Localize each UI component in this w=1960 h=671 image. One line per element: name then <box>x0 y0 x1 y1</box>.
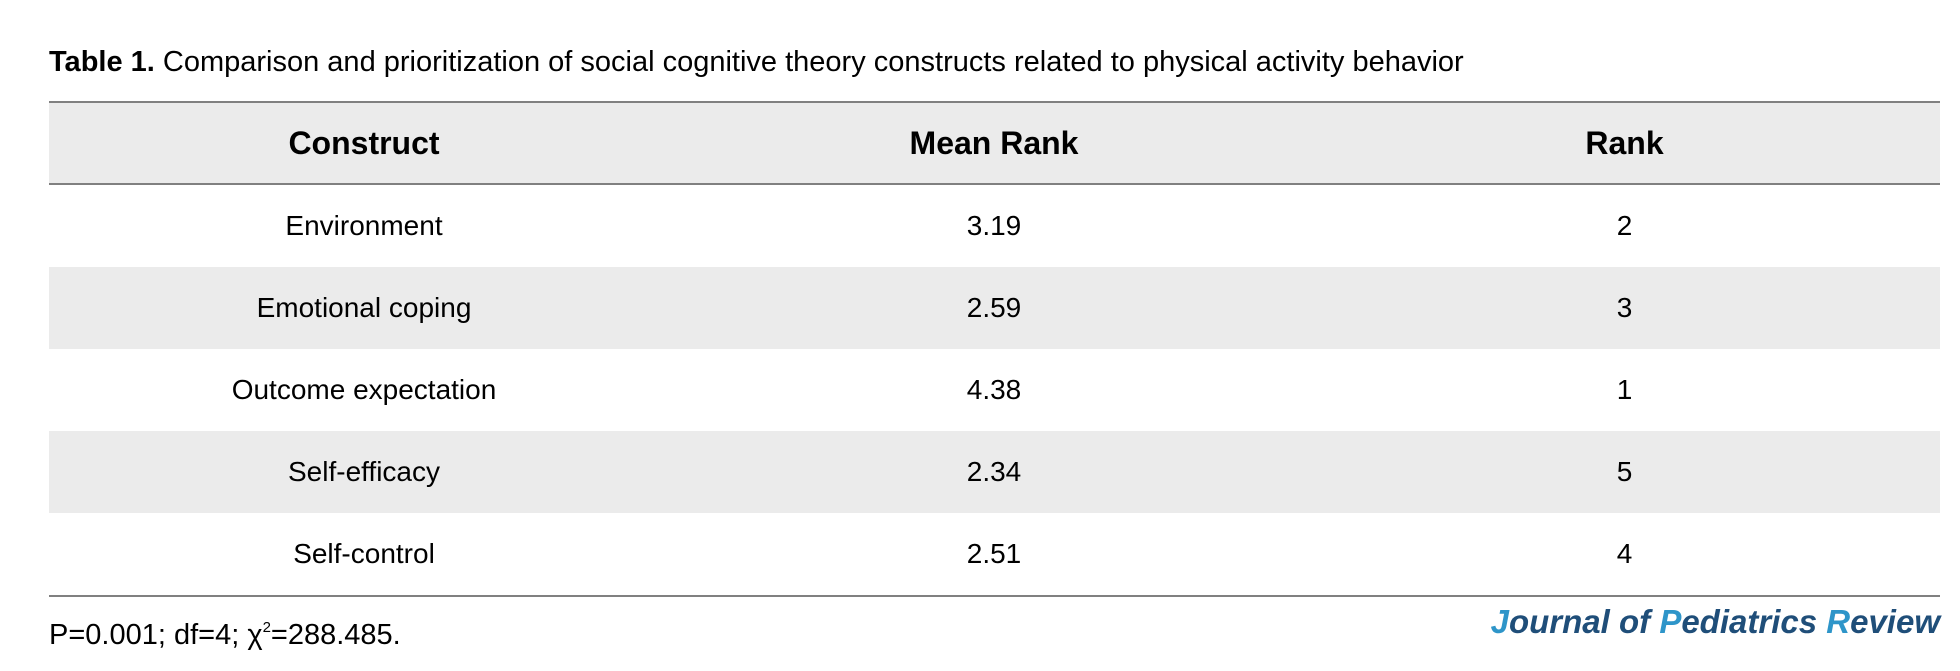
table-header-row: Construct Mean Rank Rank <box>49 102 1940 184</box>
table-footnote: P=0.001; df=4; χ2=288.485. <box>49 608 401 655</box>
cell-rank: 4 <box>1616 538 1633 569</box>
cell-rank: 3 <box>1616 292 1633 323</box>
cell-construct: Outcome expectation <box>231 374 497 405</box>
journal-logo-text-2: ediatrics <box>1681 603 1827 640</box>
cell-rank: 2 <box>1616 210 1633 241</box>
cell-construct: Self-efficacy <box>288 456 440 487</box>
data-table: Construct Mean Rank Rank Environment 3.1… <box>49 101 1940 597</box>
cell-mean-rank: 3.19 <box>966 210 1022 241</box>
table-title: Comparison and prioritization of social … <box>162 46 1464 78</box>
cell-mean-rank: 2.34 <box>966 456 1022 487</box>
footnote-stats-pre: P=0.001; df=4; χ <box>49 619 263 651</box>
table-label: Table 1. <box>49 46 155 78</box>
table-row: Self-control 2.51 4 <box>49 513 1940 596</box>
table-row: Outcome expectation 4.38 1 <box>49 349 1940 431</box>
table-row: Self-efficacy 2.34 5 <box>49 431 1940 513</box>
footnote-stats-post: =288.485. <box>270 619 401 651</box>
cell-mean-rank: 4.38 <box>966 374 1022 405</box>
cell-rank: 5 <box>1616 456 1633 487</box>
journal-logo-text-1: ournal of <box>1508 603 1660 640</box>
journal-logo: Journal of Pediatrics Review <box>1491 600 1940 644</box>
header-construct: Construct <box>288 124 440 161</box>
cell-mean-rank: 2.51 <box>966 538 1022 569</box>
journal-logo-letter-r: R <box>1826 603 1851 640</box>
journal-logo-letter-p: P <box>1659 603 1682 640</box>
cell-construct: Self-control <box>293 538 435 569</box>
table-caption: Table 1. Comparison and prioritization o… <box>49 42 1464 82</box>
cell-rank: 1 <box>1616 374 1633 405</box>
footnote-superscript: 2 <box>262 619 271 636</box>
journal-logo-text-3: eview <box>1850 603 1940 640</box>
data-table-container: Construct Mean Rank Rank Environment 3.1… <box>49 101 1940 597</box>
journal-logo-letter-j: J <box>1490 603 1509 640</box>
cell-construct: Emotional coping <box>256 292 472 323</box>
cell-mean-rank: 2.59 <box>966 292 1022 323</box>
table-row: Emotional coping 2.59 3 <box>49 267 1940 349</box>
header-rank: Rank <box>1585 124 1664 161</box>
cell-construct: Environment <box>285 210 443 241</box>
table-row: Environment 3.19 2 <box>49 184 1940 267</box>
header-mean-rank: Mean Rank <box>909 124 1079 161</box>
